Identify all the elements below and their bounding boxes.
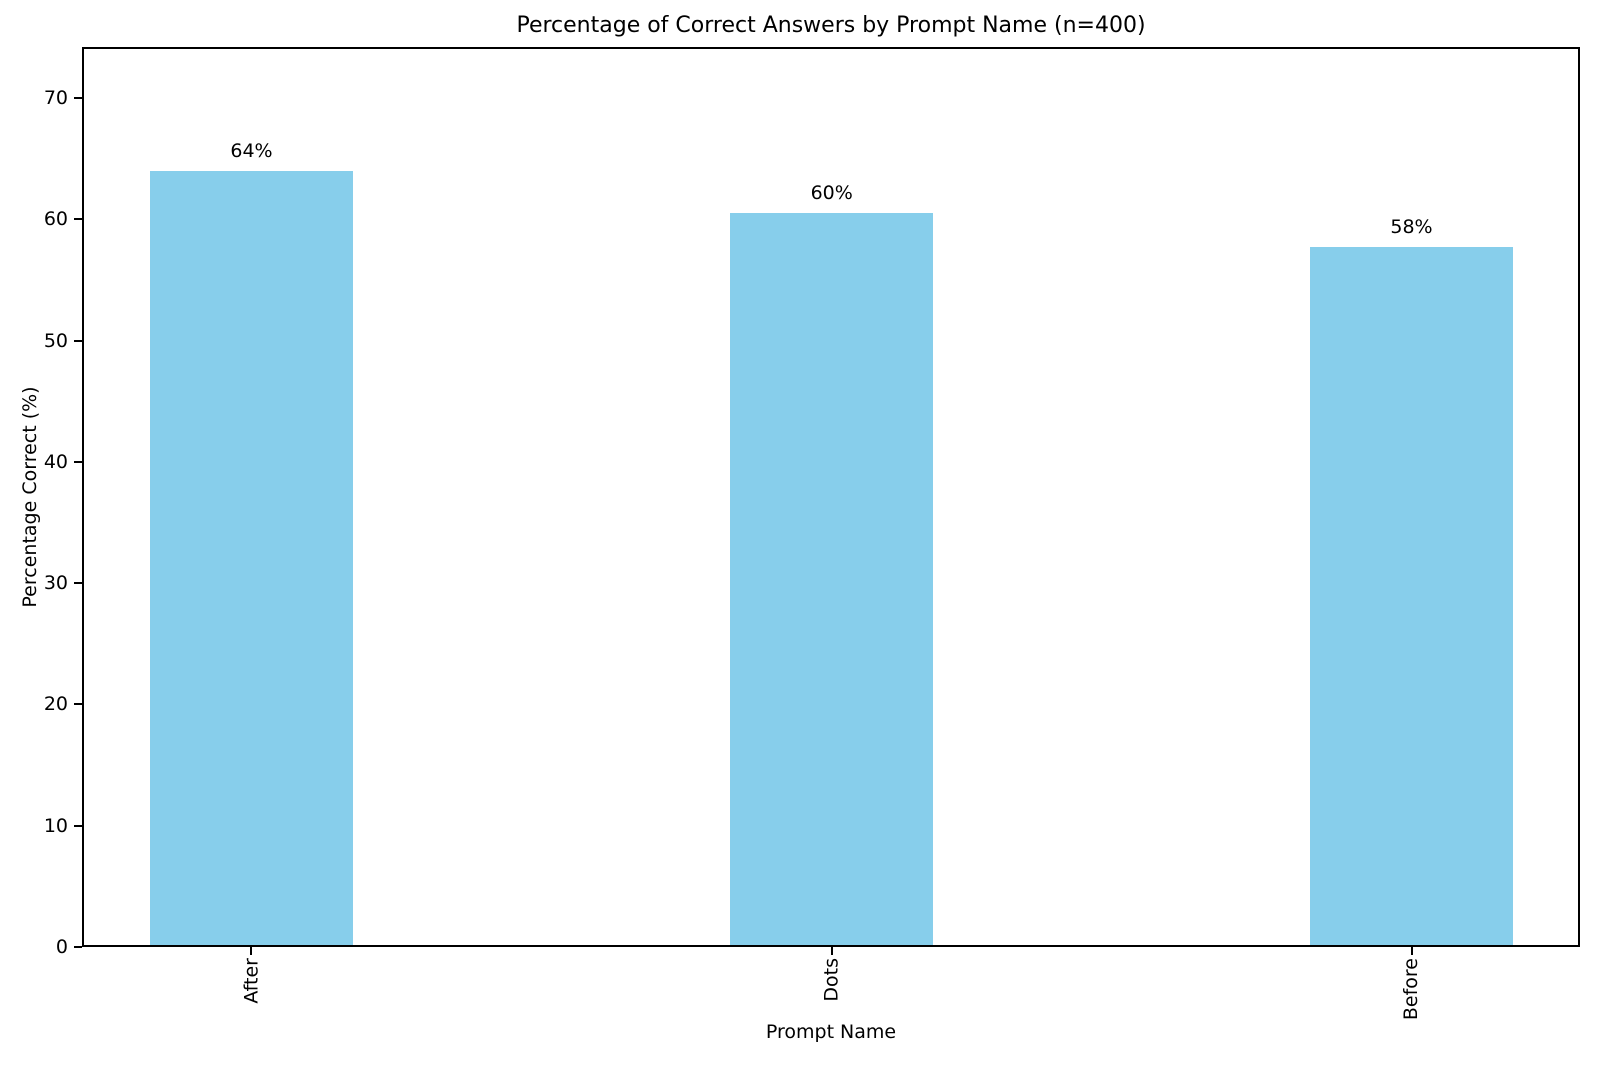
y-tick-mark: [74, 946, 82, 948]
y-tick-mark: [74, 218, 82, 221]
y-tick-label: 70: [43, 86, 68, 109]
x-tick-label-text: Before: [1400, 958, 1423, 1021]
y-tick-label: 50: [43, 329, 68, 352]
x-axis-label: Prompt Name: [765, 1021, 897, 1043]
y-tick-label: 10: [43, 814, 68, 837]
y-tick-mark: [74, 703, 82, 706]
bar-value-label: 64%: [230, 139, 273, 162]
x-tick-mark: [1410, 947, 1413, 955]
y-tick-mark: [74, 96, 82, 99]
bar-dots: [730, 213, 934, 947]
x-tick-mark: [250, 947, 253, 955]
chart-title: Percentage of Correct Answers by Prompt …: [516, 13, 1146, 38]
x-tick-label-text: Dots: [820, 958, 843, 1002]
y-tick-label: 20: [43, 693, 68, 716]
y-tick-mark: [74, 824, 82, 827]
bar-value-label: 60%: [810, 182, 853, 205]
x-tick-label-text: After: [240, 958, 263, 1004]
y-tick-label: 0: [55, 936, 68, 958]
y-tick-mark: [74, 460, 82, 463]
y-tick-label: 40: [43, 450, 68, 473]
x-tick-mark: [830, 947, 833, 955]
y-tick-mark: [74, 339, 82, 342]
bar-value-label: 58%: [1390, 215, 1433, 238]
y-tick-mark: [74, 582, 82, 585]
bar-before: [1310, 246, 1513, 947]
y-tick-label: 30: [43, 572, 68, 595]
bar-after: [150, 170, 353, 947]
y-tick-label: 60: [43, 208, 68, 231]
